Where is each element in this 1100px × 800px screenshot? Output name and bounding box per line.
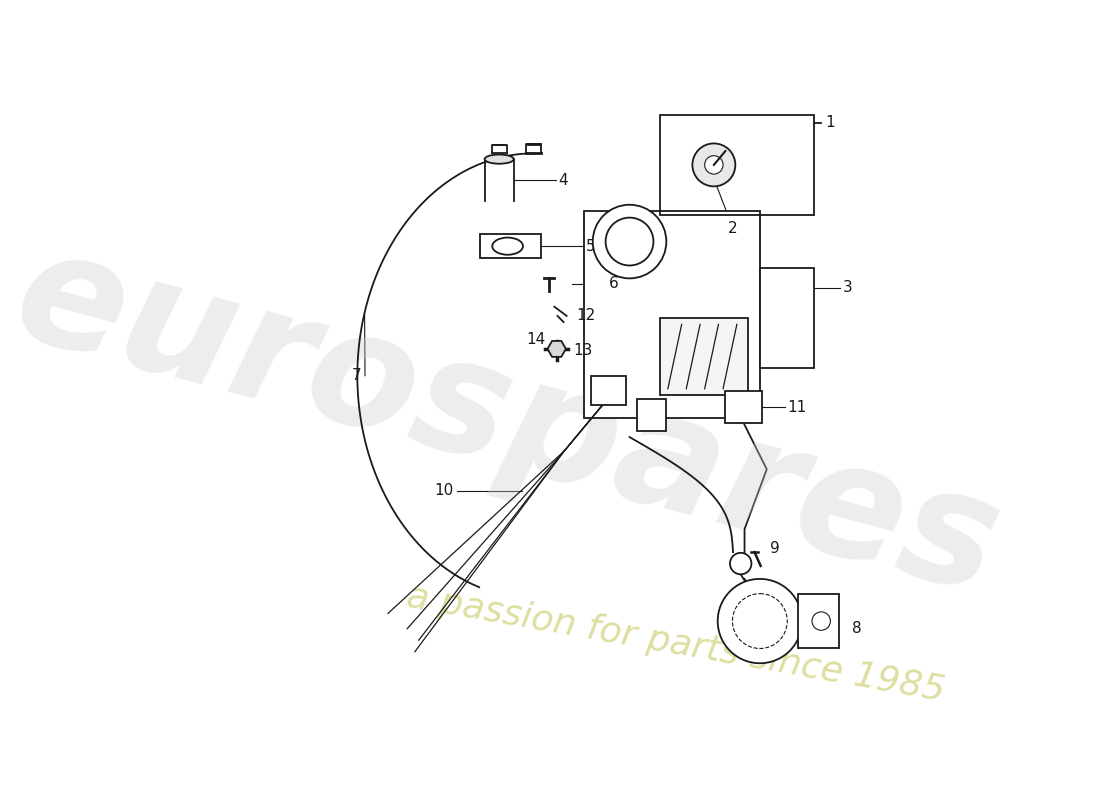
Bar (480, 234, 541, 258)
Text: eurospares: eurospares (0, 216, 1015, 627)
Circle shape (733, 594, 788, 649)
Text: 13: 13 (573, 343, 593, 358)
Text: 12: 12 (576, 309, 595, 323)
Polygon shape (799, 594, 839, 648)
Bar (591, 376, 626, 405)
Text: 4: 4 (558, 173, 568, 188)
Text: 11: 11 (788, 400, 806, 414)
Text: 1: 1 (825, 115, 835, 130)
Bar (725, 391, 762, 423)
Text: 9: 9 (770, 541, 780, 556)
Text: 8: 8 (851, 622, 861, 636)
Bar (660, 318, 748, 395)
Circle shape (705, 156, 723, 174)
Circle shape (593, 205, 667, 278)
Polygon shape (548, 341, 565, 357)
Text: 3: 3 (843, 280, 852, 295)
Circle shape (606, 218, 653, 266)
Text: 7: 7 (352, 368, 361, 383)
Text: 10: 10 (433, 483, 453, 498)
Bar (760, 268, 814, 368)
Ellipse shape (485, 154, 514, 164)
Bar (637, 398, 667, 431)
Circle shape (812, 612, 830, 630)
Circle shape (692, 143, 735, 186)
Text: 2: 2 (728, 221, 738, 236)
Text: 5: 5 (586, 238, 595, 254)
Ellipse shape (493, 238, 522, 254)
Bar (660, 115, 814, 214)
Circle shape (717, 579, 802, 663)
Text: 14: 14 (526, 332, 546, 347)
Text: a passion for parts since 1985: a passion for parts since 1985 (404, 580, 947, 708)
Bar (583, 211, 760, 418)
Circle shape (730, 553, 751, 574)
Text: 6: 6 (608, 276, 618, 291)
